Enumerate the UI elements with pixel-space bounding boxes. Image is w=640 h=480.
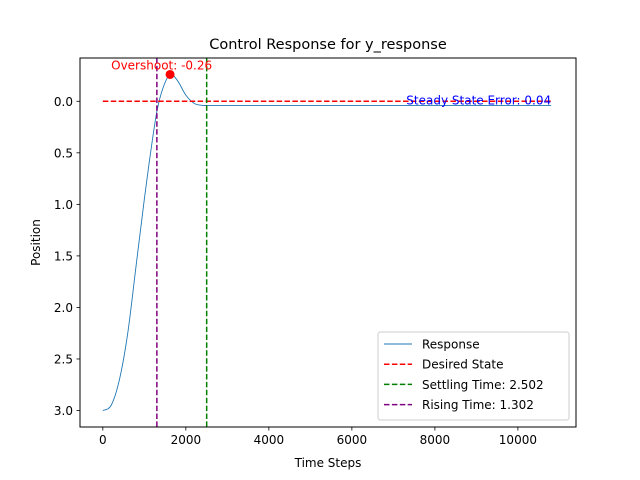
plot-content: [102, 58, 552, 427]
y-tick-label: 1.5: [54, 249, 73, 263]
x-tick-label: 10000: [499, 433, 537, 447]
steady-state-error-annotation: Steady State Error: 0.04: [406, 93, 551, 107]
x-tick-label: 4000: [254, 433, 285, 447]
legend-box: [377, 331, 570, 421]
legend-label: Rising Time: 1.302: [422, 398, 534, 412]
legend-label: Desired State: [422, 358, 503, 372]
overshoot-annotation: Overshoot: -0.26: [111, 58, 212, 72]
legend-label: Settling Time: 2.502: [422, 378, 544, 392]
legend: Response Desired State Settling Time: 2.50…: [377, 331, 570, 421]
annotations: Overshoot: -0.26 Steady State Error: 0.04: [111, 58, 551, 107]
overshoot-marker: [165, 69, 175, 79]
legend-label: Response: [422, 338, 480, 352]
y-tick-label: 2.0: [54, 301, 73, 315]
x-axis-label: Time Steps: [294, 456, 362, 470]
y-tick-label: 0.0: [54, 95, 73, 109]
y-axis-label: Position: [29, 219, 43, 266]
x-tick-label: 0: [99, 433, 107, 447]
x-tick-label: 2000: [171, 433, 202, 447]
y-tick-label: 2.5: [54, 352, 73, 366]
y-tick-label: 3.0: [54, 404, 73, 418]
y-tick-label: 1.0: [54, 198, 73, 212]
response-line: [102, 73, 552, 411]
chart-title: Control Response for y_response: [209, 37, 447, 53]
y-tick-label: 0.5: [54, 146, 73, 160]
x-axis: 0 2000 4000 6000 8000 10000: [99, 427, 537, 447]
x-tick-label: 8000: [420, 433, 451, 447]
x-tick-label: 6000: [337, 433, 368, 447]
y-axis: 0.0 0.5 1.0 1.5 2.0 2.5 3.0: [54, 95, 80, 418]
plot-frame: [79, 57, 577, 428]
